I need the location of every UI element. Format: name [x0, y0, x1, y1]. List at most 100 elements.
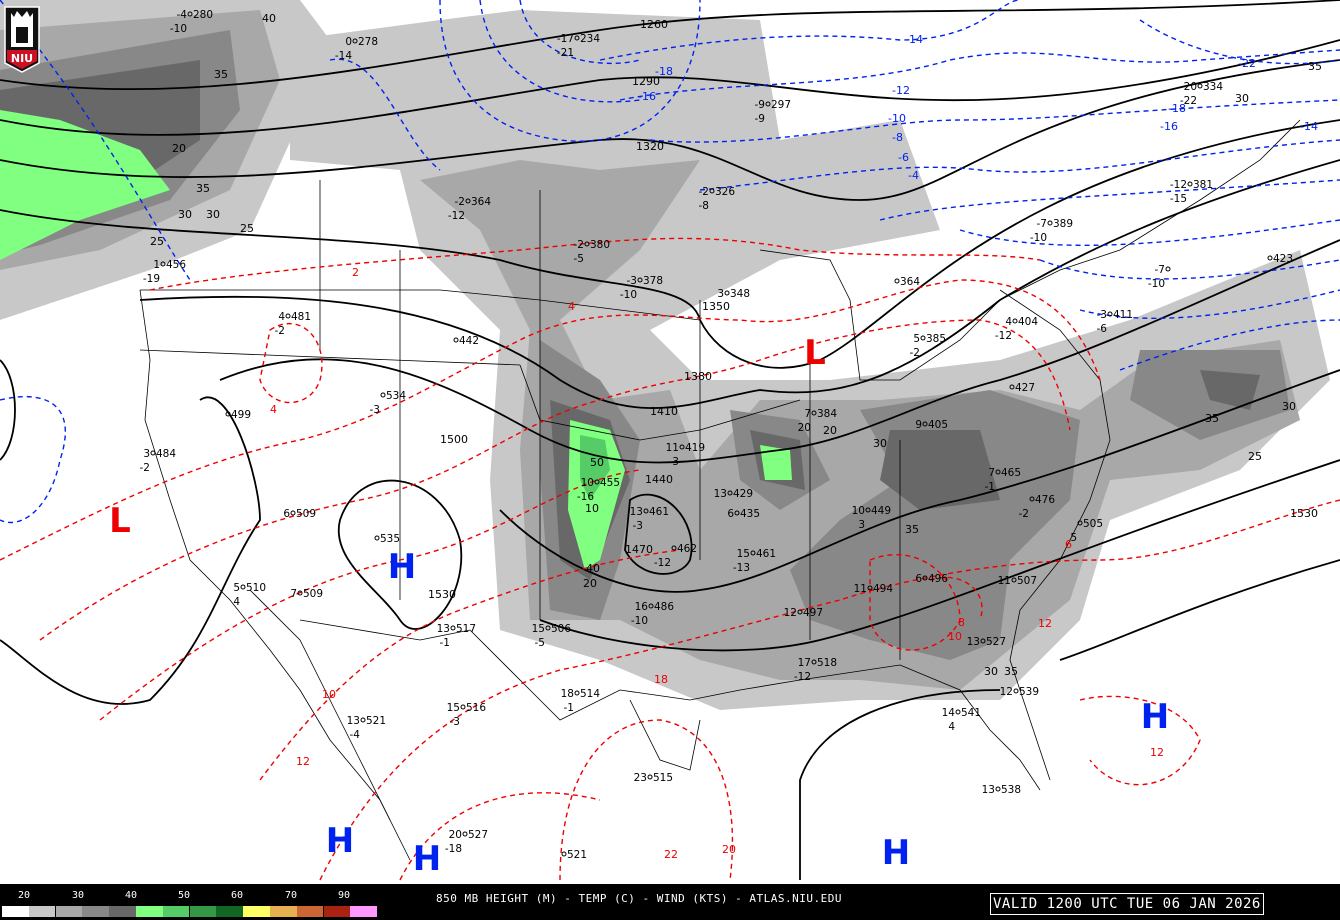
- station-dewpoint: -10: [620, 289, 637, 301]
- wind-speed-label: 30: [178, 208, 192, 221]
- station-dewpoint: -9: [755, 113, 765, 125]
- station-temp: 6: [915, 573, 922, 585]
- station-marker: [647, 774, 653, 780]
- station-plot: 13 527: [967, 636, 1006, 648]
- station-temp: 1: [153, 259, 160, 271]
- wind-speed-label: 40: [586, 562, 600, 575]
- station-marker: [765, 101, 771, 107]
- station-temp: 12: [784, 607, 797, 619]
- station-marker: [734, 510, 740, 516]
- station-height: 455: [600, 477, 620, 489]
- station-plot: 11 419 -3: [666, 442, 705, 468]
- station-dewpoint: -3: [450, 716, 460, 728]
- station-height: 449: [871, 505, 891, 517]
- station-plot: 18 514 -1: [561, 688, 601, 714]
- station-marker: [465, 198, 471, 204]
- station-height: 297: [771, 99, 791, 111]
- legend-swatch: [296, 906, 324, 917]
- temp-contour-label-warm: 10: [948, 630, 962, 643]
- station-temp: 6: [283, 508, 290, 520]
- station-plot: 13 461 -3: [630, 506, 669, 532]
- station-plot: 0 278 -14: [335, 36, 378, 62]
- station-dewpoint: 4: [948, 721, 955, 733]
- temp-contour-label-warm: 12: [296, 755, 310, 768]
- station-temp: -7: [1037, 218, 1047, 230]
- station-marker: [922, 421, 928, 427]
- high-pressure-center: H: [413, 839, 441, 879]
- wind-speed-label: 35: [1308, 60, 1322, 73]
- station-height: 517: [456, 623, 476, 635]
- station-plot: -3 411 -6: [1097, 309, 1134, 335]
- station-plot: 462 -12: [654, 543, 697, 569]
- station-temp: 4: [278, 311, 285, 323]
- station-height: 423: [1273, 253, 1293, 265]
- station-plot: 10 455 -16: [577, 477, 620, 503]
- station-height: 476: [1035, 494, 1055, 506]
- niu-logo-text: NIU: [11, 52, 33, 65]
- station-height: 389: [1053, 218, 1073, 230]
- station-dewpoint: -3: [370, 404, 380, 416]
- station-dewpoint: -1: [564, 702, 574, 714]
- height-contour-label: 1500: [440, 433, 468, 446]
- station-temp: 13: [967, 636, 980, 648]
- station-dewpoint: -12: [995, 330, 1012, 342]
- station-height: 521: [567, 849, 587, 861]
- station-plot: 13 429: [714, 488, 753, 500]
- station-temp: 6: [727, 508, 734, 520]
- station-dewpoint: -10: [1148, 278, 1165, 290]
- station-plot: 15 506 -5: [532, 623, 572, 649]
- legend-label: 30: [72, 890, 85, 901]
- temp-contour-label-cold: -16: [638, 90, 656, 103]
- station-plot: 14 541 4: [942, 707, 981, 733]
- station-height: 364: [471, 196, 491, 208]
- wind-speed-label: 35: [1004, 665, 1018, 678]
- station-marker: [1013, 688, 1019, 694]
- legend-swatch: [82, 906, 110, 917]
- station-temp: 16: [635, 601, 649, 613]
- wind-speed-label: 35: [196, 182, 210, 195]
- station-dewpoint: 20: [798, 422, 811, 434]
- station-plot: 423: [1267, 253, 1293, 265]
- station-marker: [709, 188, 715, 194]
- station-dewpoint: -12: [448, 210, 465, 222]
- station-height: 442: [459, 335, 479, 347]
- station-plot: 505 5: [1070, 518, 1103, 544]
- station-plot: 4 481 -2: [275, 311, 312, 337]
- station-dewpoint: -18: [445, 843, 462, 855]
- station-plot: 13 521 -4: [347, 715, 386, 741]
- legend-swatch: [136, 906, 163, 917]
- temp-contour-label-cold: -18: [1168, 102, 1186, 115]
- station-plot: 7 509: [290, 588, 323, 600]
- station-marker: [1077, 520, 1083, 526]
- station-plot: 3 484 -2: [140, 448, 177, 474]
- legend-bar: 20 30 40 50 60 70 90 850 MB HEIGHT (M) - TEMP …: [0, 884, 1340, 920]
- station-height: 334: [1203, 81, 1223, 93]
- temp-contour-label-warm: 12: [1150, 746, 1164, 759]
- station-height: 534: [386, 390, 406, 402]
- station-marker: [574, 690, 580, 696]
- station-height: 419: [685, 442, 705, 454]
- temp-contour-label-warm: 8: [958, 616, 965, 629]
- station-marker: [671, 545, 677, 551]
- station-plot: 5 510 4: [233, 582, 266, 608]
- station-marker: [750, 550, 756, 556]
- station-dewpoint: -10: [631, 615, 648, 627]
- height-contour-label: 1530: [1290, 507, 1318, 520]
- height-contour-label: 1350: [702, 300, 730, 313]
- height-contour-label: 1380: [684, 370, 712, 383]
- station-marker: [561, 851, 567, 857]
- station-temp: -2: [574, 239, 584, 251]
- station-height: 234: [580, 33, 600, 45]
- temp-contour-label-cold: -18: [655, 65, 673, 78]
- station-marker: [352, 38, 358, 44]
- station-height: 514: [580, 688, 600, 700]
- wind-speed-label: 20: [823, 424, 837, 437]
- wind-speed-label: 10: [585, 502, 599, 515]
- station-height: 429: [733, 488, 753, 500]
- low-pressure-center: L: [109, 501, 131, 541]
- temp-contour-label-warm: 22: [664, 848, 678, 861]
- station-marker: [297, 590, 303, 596]
- station-height: 505: [1083, 518, 1103, 530]
- station-marker: [724, 290, 730, 296]
- wind-speed-label: 30: [1282, 400, 1296, 413]
